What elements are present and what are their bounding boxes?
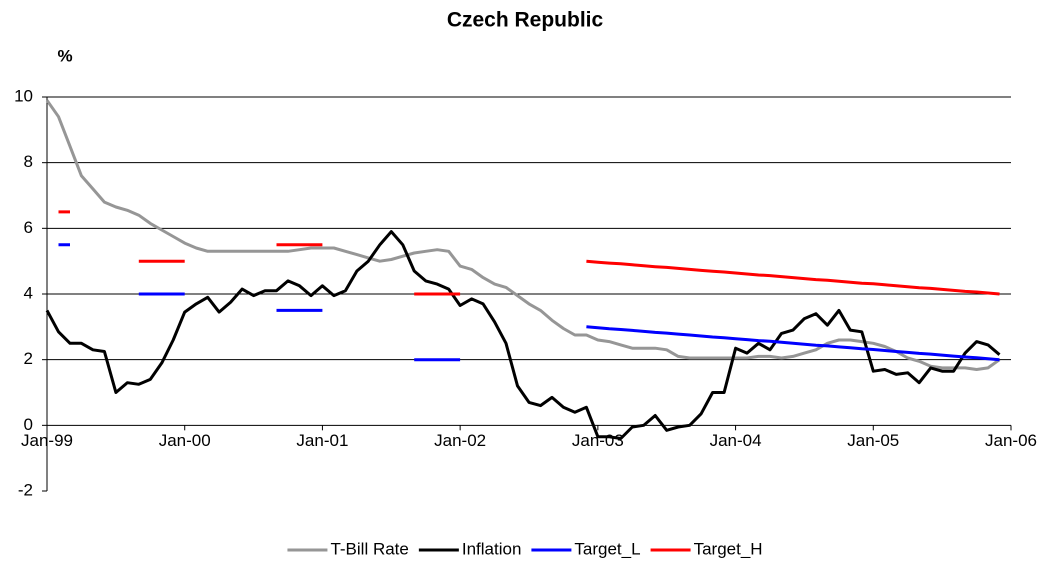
- y-tick-label: -2: [18, 480, 33, 499]
- legend-label: Target_L: [574, 539, 640, 558]
- x-tick-label: Jan-02: [434, 431, 486, 450]
- y-tick-label: 6: [24, 218, 33, 237]
- series-line: [45, 99, 1001, 371]
- x-tick-label: Jan-06: [985, 431, 1037, 450]
- y-tick-label: 10: [14, 86, 33, 105]
- series-line: [58, 243, 1000, 362]
- series-line: [58, 210, 1000, 296]
- y-tick-label: 2: [24, 349, 33, 368]
- x-tick-label: Jan-99: [21, 431, 73, 450]
- legend-label: Inflation: [462, 539, 522, 558]
- y-tick-label: 8: [24, 152, 33, 171]
- chart-title: Czech Republic: [447, 9, 604, 32]
- legend-label: T-Bill Rate: [330, 539, 408, 558]
- x-tick-label: Jan-01: [296, 431, 348, 450]
- x-tick-label: Jan-04: [710, 431, 762, 450]
- y-tick-label: 4: [24, 283, 33, 302]
- legend-label: Target_H: [694, 539, 763, 558]
- series-line: [45, 230, 1001, 440]
- y-axis-label: %: [57, 46, 72, 65]
- x-tick-label: Jan-05: [847, 431, 899, 450]
- x-tick-label: Jan-00: [159, 431, 211, 450]
- y-tick-label: 0: [24, 415, 33, 434]
- legend: T-Bill Rate Inflation Target_L Target_H: [287, 539, 763, 558]
